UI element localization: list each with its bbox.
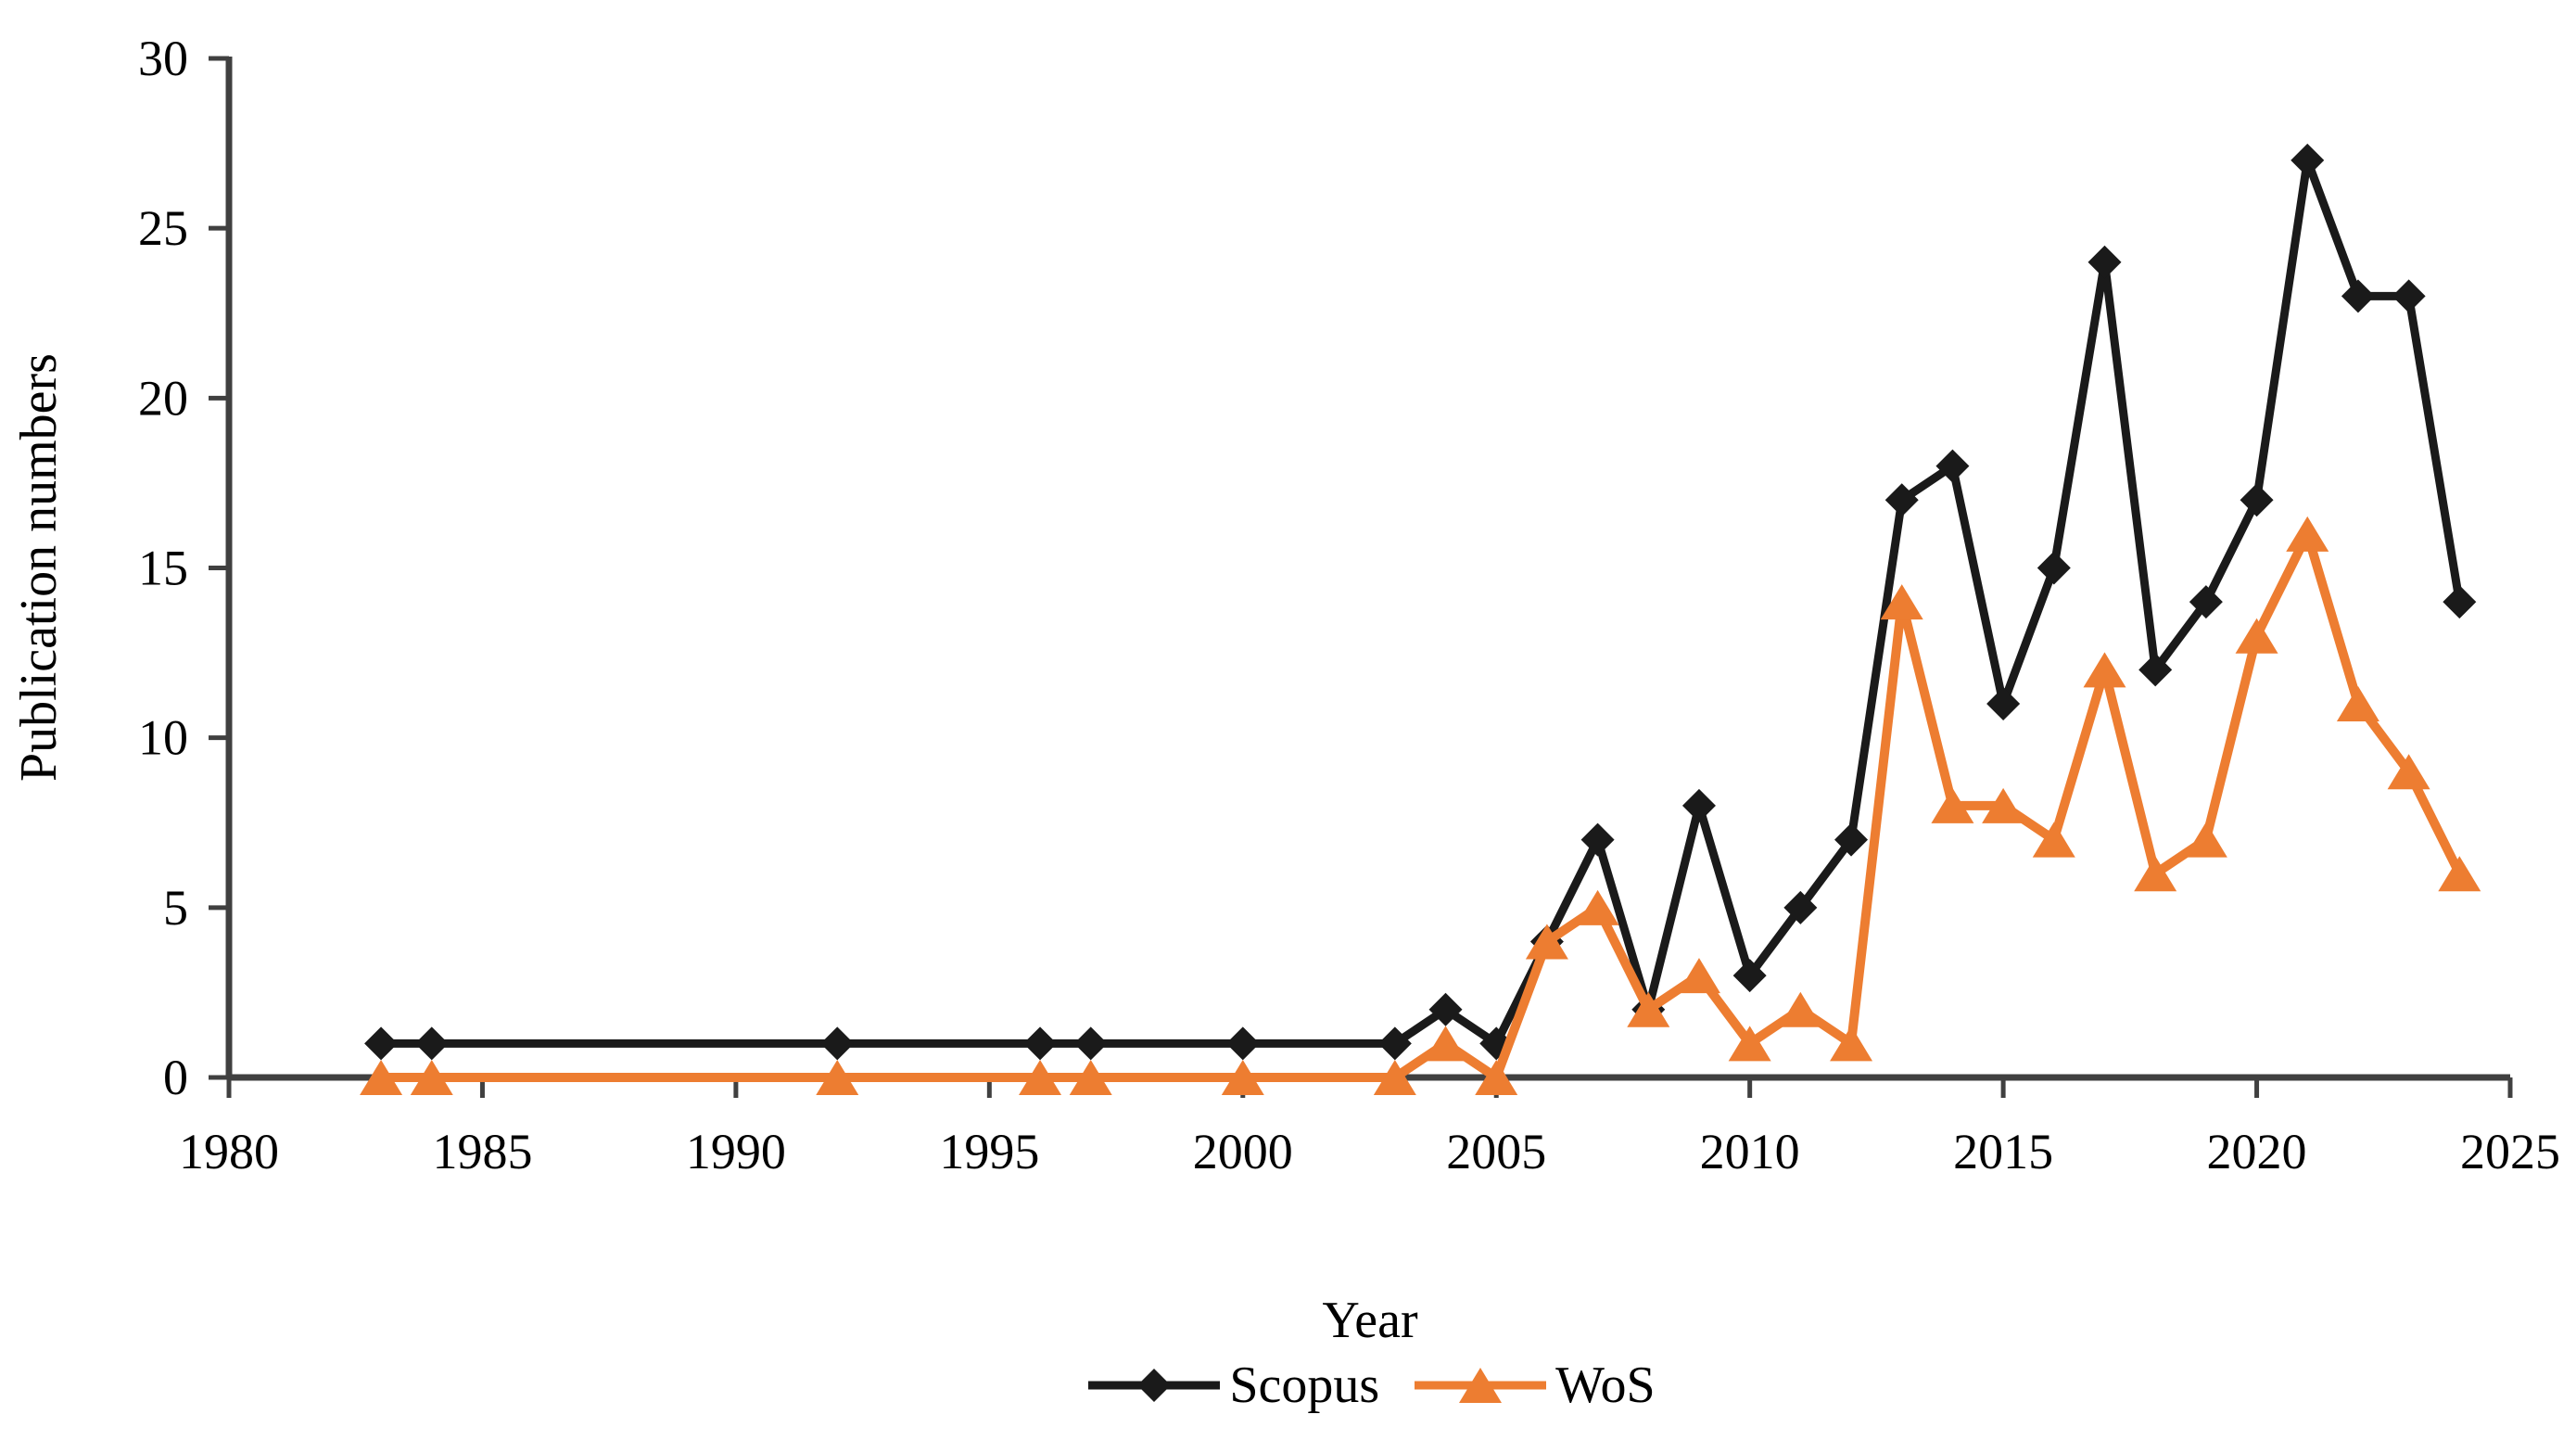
scopus-marker	[1935, 449, 1970, 483]
scopus-legend-marker	[1137, 1369, 1172, 1402]
scopus-marker	[1428, 992, 1463, 1026]
wos-marker	[2083, 652, 2126, 688]
scopus-marker	[1073, 1026, 1108, 1061]
scopus-marker	[2240, 483, 2274, 517]
wos-marker	[1728, 1026, 1771, 1062]
y-axis-title-text: Publication numbers	[10, 353, 68, 782]
x-tick-label: 2025	[2460, 1124, 2560, 1179]
scopus-marker	[2443, 585, 2477, 619]
wos-marker	[1019, 1060, 1062, 1095]
x-axis-title: Year	[1322, 1292, 1418, 1349]
scopus-marker	[820, 1026, 855, 1061]
wos-marker	[2438, 856, 2481, 892]
wos-legend-marker	[1459, 1368, 1503, 1403]
scopus-line	[376, 156, 2464, 1048]
wos-series	[360, 516, 2481, 1095]
wos-marker	[2336, 686, 2379, 722]
wos-marker	[2286, 516, 2329, 552]
scopus-marker	[2341, 279, 2375, 313]
y-tick-label: 0	[163, 1050, 188, 1105]
wos-marker	[1221, 1060, 1264, 1095]
scopus-marker	[2189, 585, 2223, 619]
y-tick-label: 15	[138, 541, 188, 596]
wos-marker	[816, 1060, 859, 1095]
wos-marker	[1982, 787, 2025, 823]
y-tick-label: 25	[138, 200, 188, 256]
scopus-marker	[2138, 653, 2173, 687]
wos-marker	[1931, 787, 1974, 823]
scopus-line-diamond-icon	[1088, 1369, 1221, 1402]
scopus-marker	[2392, 279, 2426, 313]
wos-line-triangle-icon	[1415, 1368, 1547, 1403]
scopus-marker	[1884, 483, 1919, 517]
wos-marker	[1830, 1026, 1873, 1062]
x-tick-label: 2000	[1193, 1124, 1293, 1179]
scopus-marker	[1023, 1026, 1058, 1061]
legend-label-wos: WoS	[1555, 1357, 1656, 1414]
scopus-marker	[1225, 1026, 1260, 1061]
x-tick-label: 2005	[1446, 1124, 1546, 1179]
x-tick-label: 2020	[2207, 1124, 2307, 1179]
wos-marker	[1475, 1060, 1518, 1095]
wos-marker	[1677, 958, 1720, 994]
x-tick-label: 1995	[939, 1124, 1039, 1179]
scopus-marker	[1834, 822, 1869, 857]
wos-marker	[1424, 1026, 1467, 1062]
scopus-marker	[1732, 959, 1767, 993]
wos-line	[376, 529, 2465, 1082]
wos-marker	[1880, 584, 1923, 620]
scopus-series	[364, 143, 2477, 1061]
wos-marker	[2235, 618, 2278, 654]
scopus-marker	[364, 1026, 399, 1061]
scopus-marker	[1681, 788, 1716, 822]
y-tick-label: 5	[163, 880, 188, 936]
x-tick-label: 2010	[1700, 1124, 1800, 1179]
y-tick-label: 30	[138, 31, 188, 86]
wos-marker	[2184, 822, 2227, 858]
scopus-marker	[2037, 551, 2071, 585]
legend-item-scopus: Scopus	[1085, 1356, 1379, 1415]
x-tick-label: 1985	[432, 1124, 532, 1179]
wos-marker	[360, 1060, 403, 1095]
scopus-marker	[1377, 1026, 1412, 1061]
x-tick-label: 1980	[179, 1124, 279, 1179]
scopus-marker	[414, 1026, 449, 1061]
wos-marker	[1069, 1060, 1112, 1095]
wos-marker	[1525, 924, 1568, 960]
wos-marker	[2032, 822, 2075, 858]
legend: Scopus WoS	[229, 1356, 2511, 1415]
scopus-marker	[1580, 822, 1615, 857]
scopus-marker	[1986, 687, 2021, 721]
scopus-marker	[2290, 143, 2325, 177]
y-axis-title: Publication numbers	[10, 353, 68, 782]
wos-marker	[2134, 856, 2177, 892]
legend-item-wos: WoS	[1411, 1356, 1656, 1415]
scopus-marker	[2087, 245, 2122, 279]
wos-marker	[1627, 991, 1670, 1027]
scopus-marker	[1783, 890, 1818, 924]
wos-marker	[1373, 1060, 1416, 1095]
wos-marker	[410, 1060, 453, 1095]
x-tick-label: 1990	[686, 1124, 786, 1179]
legend-label-scopus: Scopus	[1229, 1357, 1380, 1414]
wos-marker	[1576, 889, 1619, 925]
y-tick-label: 10	[138, 710, 188, 766]
y-tick-label: 20	[138, 370, 188, 426]
x-tick-label: 2015	[1953, 1124, 2053, 1179]
wos-marker	[1779, 991, 1822, 1027]
wos-marker	[2387, 754, 2430, 790]
